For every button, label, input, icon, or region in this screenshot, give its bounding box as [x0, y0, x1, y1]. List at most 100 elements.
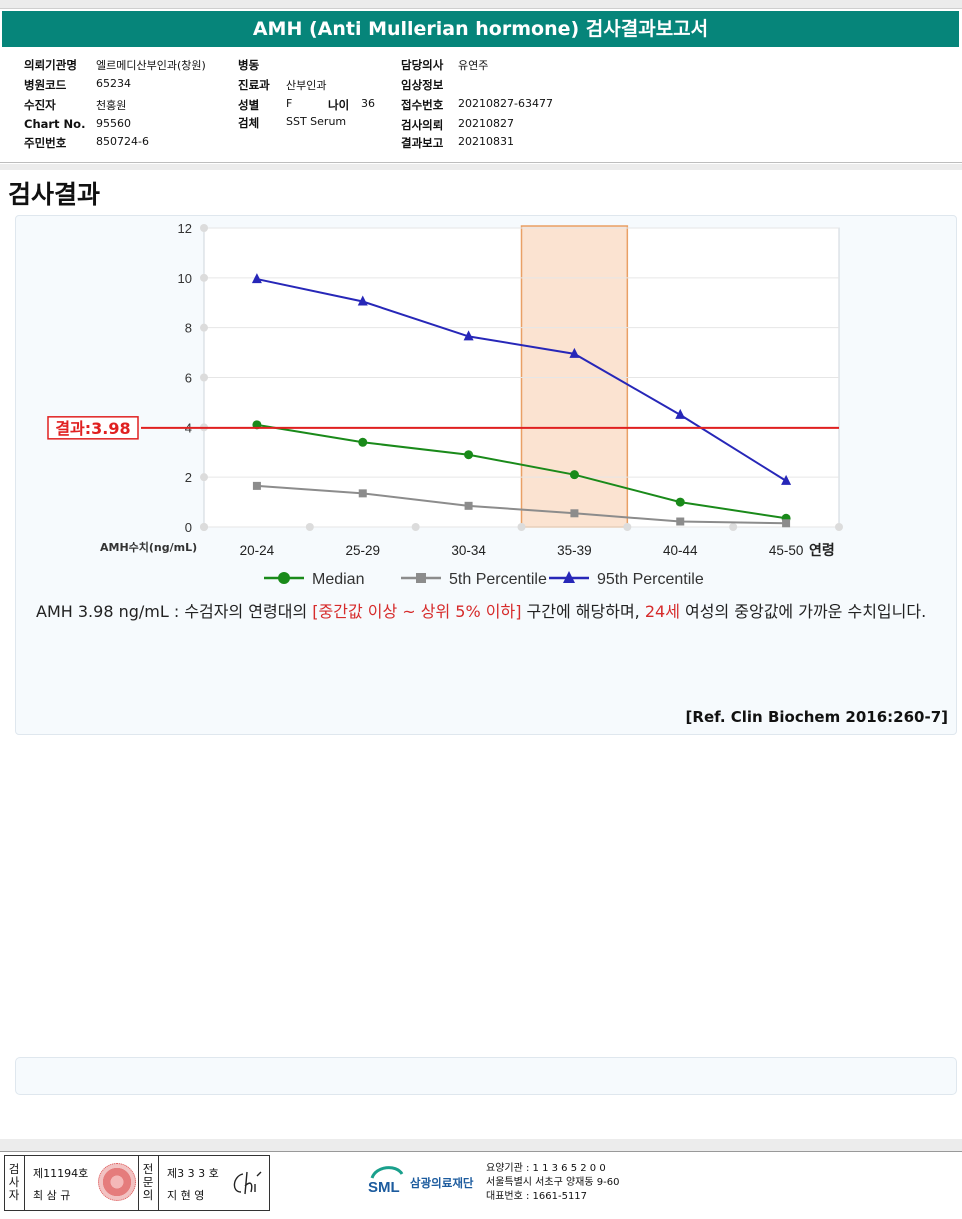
legend-marker [563, 571, 575, 583]
org-phone: 대표번호 : 1661-5117 [486, 1191, 588, 1202]
y-tick-label: 2 [185, 470, 192, 485]
x-tick-label: 25-29 [345, 543, 380, 558]
x-tick-dot [517, 523, 526, 531]
info-label: 성별 [238, 98, 260, 112]
sml-logo: SML [368, 1166, 404, 1196]
y-tick-label: 10 [178, 271, 192, 286]
data-point [782, 519, 791, 528]
desc-text: 여성의 중앙값에 가까운 수치입니다. [679, 602, 927, 621]
data-point [251, 273, 262, 284]
data-point [676, 517, 685, 526]
data-point [463, 330, 474, 341]
x-tick-label: 30-34 [451, 543, 486, 558]
y-tick-label: 8 [185, 321, 192, 336]
result-description: AMH 3.98 ng/mL : 수검자의 연령대의 [중간값 이상 ~ 상위 … [36, 599, 951, 625]
data-point [675, 408, 686, 419]
x-tick-dot [305, 523, 314, 531]
desc-range: [중간값 이상 ~ 상위 5% 이하] [312, 602, 522, 621]
specialist-number: 제3 3 3 호 [167, 1167, 219, 1180]
inspector-number: 제11194호 [33, 1167, 89, 1180]
desc-text: 구간에 해당하며, [521, 602, 645, 621]
series-line [256, 423, 787, 520]
data-point [358, 437, 368, 447]
report-title: AMH (Anti Mullerian hormone) 검사결과보고서 [2, 11, 959, 47]
info-value: 20210831 [458, 135, 514, 148]
seal-stamp [98, 1163, 136, 1201]
x-tick-dot [200, 523, 208, 531]
info-value: 20210827 [458, 117, 514, 130]
svg-text:SML: SML [368, 1179, 400, 1196]
result-label-box [47, 416, 139, 440]
org-info: 요양기관 : 1 1 3 6 5 2 0 0 서울특별시 서초구 양재동 9-6… [486, 1162, 619, 1204]
info-value: 유연주 [458, 59, 489, 72]
legend-marker [416, 573, 426, 583]
specialist-label: 전문의 [142, 1162, 154, 1202]
info-value: F [286, 97, 293, 110]
org-code: 요양기관 : 1 1 3 6 5 2 0 0 [486, 1163, 606, 1174]
desc-text: AMH 3.98 ng/mL : 수검자의 연령대의 [36, 602, 313, 621]
amh-chart: 02468101220-2425-2930-3435-3940-4445-50연… [47, 221, 843, 588]
legend-label: 5th Percentile [449, 571, 547, 588]
x-tick-label: 35-39 [557, 543, 592, 558]
y-tick-label: 6 [185, 371, 192, 386]
x-tick-dot [835, 523, 843, 531]
info-label: 담당의사 [401, 58, 444, 72]
info-value: 65234 [96, 77, 131, 90]
info-label: 수진자 [24, 98, 56, 112]
x-axis-label: 연령 [809, 543, 835, 559]
inspector-name: 최 삼 규 [33, 1189, 71, 1202]
info-label: 병원코드 [24, 78, 67, 92]
info-value: 천홍원 [96, 99, 127, 112]
data-point [781, 474, 792, 485]
info-value: SST Serum [286, 115, 347, 128]
section-divider [0, 164, 962, 170]
y-tick-dot [200, 473, 208, 482]
info-label: 임상정보 [401, 78, 444, 92]
series-line [256, 278, 787, 482]
y-tick-dot [200, 373, 208, 382]
info-label: 검사의뢰 [401, 118, 444, 132]
info-label: 주민번호 [24, 136, 67, 150]
result-label: 결과:3.98 [55, 419, 130, 438]
patient-info: 의뢰기관명 엘르메디산부인과(창원) 병원코드 65234 수진자 천홍원 Ch… [0, 47, 962, 163]
y-tick-dot [200, 273, 208, 282]
org-address: 서울특별시 서초구 양재동 9-60 [486, 1177, 620, 1188]
data-point [569, 347, 580, 358]
info-value: 20210827-63477 [458, 97, 553, 110]
info-value: 산부인과 [286, 79, 327, 92]
signature-mark [233, 1171, 262, 1195]
y-tick-label: 0 [185, 520, 192, 535]
signature-block: 검사자 제11194호 최 삼 규 전문의 제3 3 3 호 지 현 영 [4, 1155, 270, 1211]
x-tick-label: 20-24 [240, 543, 275, 558]
info-label: 나이 [328, 98, 350, 112]
info-label: 결과보고 [401, 136, 444, 150]
reference-citation: [Ref. Clin Biochem 2016:260-7] [685, 708, 948, 726]
series-line [256, 484, 787, 525]
info-label: 접수번호 [401, 98, 444, 112]
footer-divider [0, 1139, 962, 1152]
x-tick-label: 40-44 [663, 543, 698, 558]
top-border [0, 0, 962, 9]
specialist-name: 지 현 영 [167, 1189, 205, 1202]
y-axis-label: AMH수치(ng/mL) [100, 540, 197, 554]
info-value: 95560 [96, 117, 131, 130]
result-panel: 02468101220-2425-2930-3435-3940-4445-50연… [15, 215, 957, 735]
data-point [675, 497, 685, 507]
data-point [252, 481, 261, 490]
org-name: 삼광의료재단 [410, 1176, 474, 1190]
legend-marker [278, 572, 290, 584]
legend-label: Median [312, 571, 364, 588]
info-label: Chart No. [24, 117, 86, 131]
info-label: 진료과 [238, 78, 270, 92]
data-point [464, 501, 473, 510]
data-point [464, 450, 474, 460]
x-tick-label: 45-50 [769, 543, 804, 558]
x-tick-dot [729, 523, 738, 531]
info-value: 850724-6 [96, 135, 149, 148]
y-tick-dot [200, 224, 208, 232]
desc-age: 24세 [644, 602, 680, 621]
info-label: 검체 [238, 116, 260, 130]
legend-label: 95th Percentile [597, 571, 704, 588]
data-point [358, 489, 367, 498]
info-label: 병동 [238, 58, 260, 72]
